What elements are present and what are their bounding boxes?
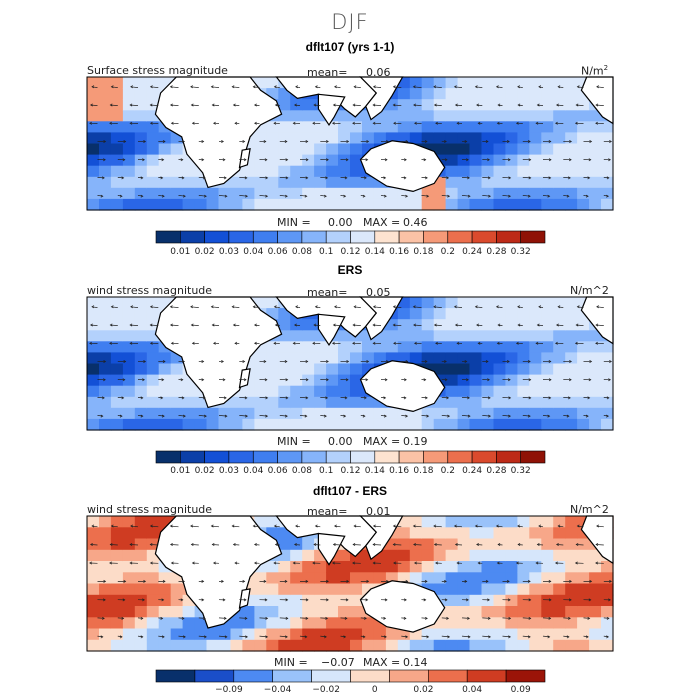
panel-1-max-label: MAX = — [363, 216, 401, 229]
panel-1-units-text: N/m — [581, 64, 604, 78]
panel-2-mean-label: mean= — [307, 286, 348, 299]
panel-1-min-value: 0.00 — [328, 216, 353, 229]
colorbar-swatch — [325, 230, 351, 244]
panel-1-units-sup: 2 — [603, 64, 609, 72]
panel-3-min-value: −0.07 — [321, 656, 355, 669]
panel-1-title: dflt107 (yrs 1-1) — [305, 40, 395, 54]
colorbar-tick-label: 0.24 — [462, 247, 482, 257]
panel-2-max-value: 0.19 — [403, 435, 428, 448]
panel-2-variable-label: wind stress magnitude — [87, 284, 213, 297]
panel-1-units: N/m2 — [581, 64, 608, 78]
colorbar-swatch — [423, 230, 448, 244]
panel-2-units: N/m^2 — [570, 284, 609, 297]
map-frame — [86, 76, 614, 211]
colorbar-tick-label: 0.1 — [319, 247, 333, 257]
colorbar-tick-label: 0.03 — [219, 247, 239, 257]
land-layer — [154, 76, 614, 193]
colorbar-swatch — [253, 230, 278, 244]
panel-2-title: ERS — [337, 263, 363, 277]
land-africa — [154, 76, 283, 189]
colorbar-tick-label: 0.32 — [511, 247, 531, 257]
panel-1-mean-value: 0.06 — [366, 66, 391, 79]
colorbar-swatch — [496, 230, 521, 244]
colorbar-swatch — [447, 230, 473, 244]
colorbar-swatch — [398, 230, 424, 244]
colorbar-swatch — [204, 230, 230, 244]
colorbar-swatch — [520, 230, 546, 244]
colorbar-tick-label: 0.18 — [413, 247, 433, 257]
colorbar-tick-label: 0.04 — [243, 247, 263, 257]
land-madagascar — [238, 148, 251, 169]
colorbar-swatch — [155, 230, 181, 244]
colorbar-swatch — [374, 230, 400, 244]
vector-layer — [89, 85, 612, 198]
panel-2-max-label: MAX = — [363, 435, 401, 448]
panel-3-mean-label: mean= — [307, 505, 348, 518]
panel-1-mean-label: mean= — [307, 66, 348, 79]
panel-3-max-value: 0.14 — [403, 656, 428, 669]
colorbar-swatch — [277, 230, 303, 244]
panel-1-max-value: 0.46 — [403, 216, 428, 229]
colorbar-tick-label: 0.14 — [365, 247, 385, 257]
colorbar-tick-label: 0.02 — [195, 247, 215, 257]
panel-1-variable-label: Surface stress magnitude — [87, 64, 228, 77]
panel-3-variable-label: wind stress magnitude — [87, 503, 213, 516]
colorbar-tick-label: 0.01 — [170, 247, 190, 257]
panel-3-mean-value: 0.01 — [366, 505, 391, 518]
colorbar-tick-label: 0.06 — [268, 247, 288, 257]
colorbar — [155, 230, 546, 244]
colorbar-tick-label: 0.08 — [292, 247, 312, 257]
colorbar-tick-label: 0.16 — [389, 247, 409, 257]
colorbar-tick-label: 0.2 — [441, 247, 455, 257]
colorbar-swatch — [471, 230, 497, 244]
panel-3-max-label: MAX = — [363, 656, 401, 669]
season-title: DJF — [331, 10, 369, 34]
land-seasia — [359, 76, 404, 121]
colorbar-tick-label: 0.12 — [340, 247, 360, 257]
panel-3-title: dflt107 - ERS — [312, 484, 387, 498]
colorbar-swatch — [228, 230, 254, 244]
land-india — [317, 93, 346, 126]
colorbar-tick-label: 0.28 — [486, 247, 506, 257]
panel-2-min-label: MIN = — [277, 435, 311, 448]
colorbar-swatch — [350, 230, 376, 244]
panel-3-min-label: MIN = — [274, 656, 308, 669]
panel-1-min-label: MIN = — [277, 216, 311, 229]
panel-3-units: N/m^2 — [570, 503, 609, 516]
panel-2-min-value: 0.00 — [328, 435, 353, 448]
colorbar-swatch — [180, 230, 205, 244]
panel-2-mean-value: 0.05 — [366, 286, 391, 299]
colorbar-swatch — [301, 230, 327, 244]
